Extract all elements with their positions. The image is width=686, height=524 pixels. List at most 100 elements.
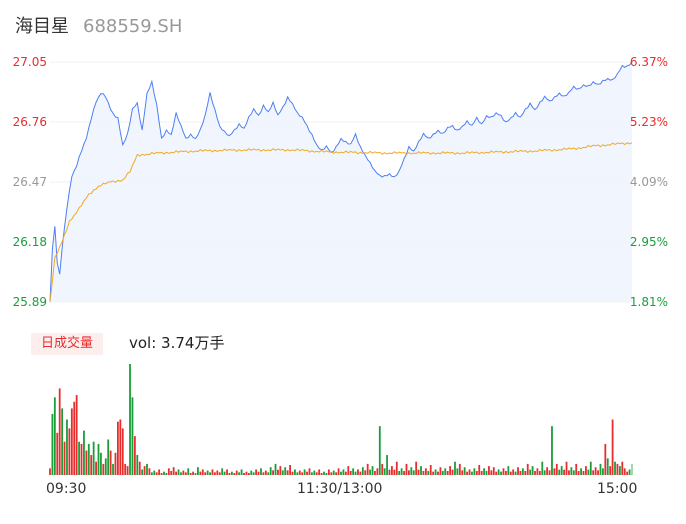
volume-bar — [83, 430, 85, 475]
volume-bar — [141, 469, 144, 475]
volume-bar — [575, 463, 578, 475]
volume-bar — [58, 388, 61, 475]
volume-bar — [383, 468, 386, 475]
volume-bar — [170, 471, 173, 475]
volume-bar — [534, 471, 536, 475]
volume-bar — [497, 469, 500, 475]
volume-bar — [568, 470, 570, 475]
volume-bar — [177, 469, 180, 475]
volume-bar — [563, 469, 565, 475]
volume-bar — [495, 471, 498, 475]
volume-bar — [90, 455, 93, 475]
volume-bar — [521, 468, 524, 475]
volume-bar — [70, 408, 73, 475]
volume-bar — [444, 468, 447, 475]
volume-bar — [245, 471, 248, 475]
volume-bar — [235, 470, 238, 475]
volume-bar — [116, 421, 119, 475]
volume-bar — [395, 461, 398, 475]
volume-bar — [257, 471, 260, 475]
volume-bar — [323, 471, 325, 475]
percent-tick-label: 1.81% — [630, 295, 668, 309]
volume-bar — [189, 473, 192, 475]
volume-bar — [480, 471, 483, 475]
volume-bar — [107, 439, 110, 475]
volume-bar — [61, 408, 64, 475]
volume-bar — [187, 468, 190, 475]
volume-bar — [538, 471, 541, 475]
volume-bar — [517, 467, 519, 475]
volume-bar — [475, 471, 478, 475]
volume-bar — [85, 450, 88, 475]
volume-bar — [269, 467, 272, 475]
volume-bar — [298, 470, 301, 475]
volume-bar — [291, 471, 294, 475]
volume-bar — [255, 469, 258, 475]
volume-bar — [514, 471, 517, 475]
percent-tick-label: 2.95% — [630, 235, 668, 249]
volume-bar — [446, 471, 449, 475]
volume-bar — [158, 469, 161, 475]
volume-bar — [112, 463, 114, 475]
volume-bar — [78, 441, 80, 475]
volume-bar — [155, 472, 158, 475]
volume-bar — [357, 469, 359, 475]
volume-bar — [524, 471, 527, 475]
volume-bar — [68, 428, 71, 475]
volume-bar — [226, 469, 228, 475]
time-tick-open: 09:30 — [46, 481, 87, 497]
volume-bar — [429, 465, 432, 475]
volume-bar — [551, 426, 553, 475]
price-tick-label: 27.05 — [13, 55, 47, 69]
volume-bar — [184, 472, 187, 475]
volume-bar — [555, 463, 558, 475]
volume-bar — [153, 470, 156, 475]
volume-bar — [92, 441, 95, 475]
volume-bar — [410, 467, 413, 475]
volume-bar — [250, 470, 253, 475]
percent-tick-label: 4.09% — [630, 175, 668, 189]
volume-bar — [456, 468, 459, 475]
volume-bar — [386, 455, 388, 475]
volume-bar — [320, 473, 323, 475]
volume-bar — [308, 468, 311, 475]
volume-bar — [570, 467, 573, 475]
volume-bar — [417, 469, 420, 475]
volume-bar — [109, 450, 112, 475]
volume-bar — [102, 463, 105, 475]
volume-bar — [580, 468, 582, 475]
volume-bar — [73, 401, 76, 475]
volume-bar — [432, 471, 435, 475]
volume-bar — [167, 468, 170, 475]
volume-bar — [398, 471, 401, 475]
volume-bar — [572, 470, 575, 475]
stock-name: 海目星 — [15, 16, 69, 37]
volume-bar — [407, 470, 410, 475]
volume-bar — [274, 463, 277, 475]
volume-bar — [369, 469, 371, 475]
volume-bar — [75, 395, 78, 475]
volume-bar — [172, 467, 175, 475]
volume-bar — [415, 461, 418, 475]
volume-bar — [330, 472, 333, 475]
volume-bar — [560, 466, 563, 475]
volume-bar — [597, 470, 599, 475]
price-tick-label: 25.89 — [13, 295, 47, 309]
volume-bar — [616, 463, 619, 475]
volume-bar — [492, 467, 495, 475]
volume-bar — [466, 471, 468, 475]
volume-bar — [121, 428, 124, 475]
volume-bar — [585, 466, 587, 475]
volume-bar — [478, 465, 481, 475]
volume-bar — [306, 471, 308, 475]
volume-bar — [66, 419, 68, 475]
volume-bar — [512, 469, 515, 475]
price-area — [50, 62, 632, 302]
volume-bar — [228, 473, 231, 475]
volume-bar — [623, 468, 626, 475]
volume-bar — [473, 468, 476, 475]
volume-bar — [213, 472, 216, 475]
volume-bar — [541, 461, 544, 475]
volume-bar — [405, 463, 408, 475]
volume-bar — [463, 467, 466, 475]
